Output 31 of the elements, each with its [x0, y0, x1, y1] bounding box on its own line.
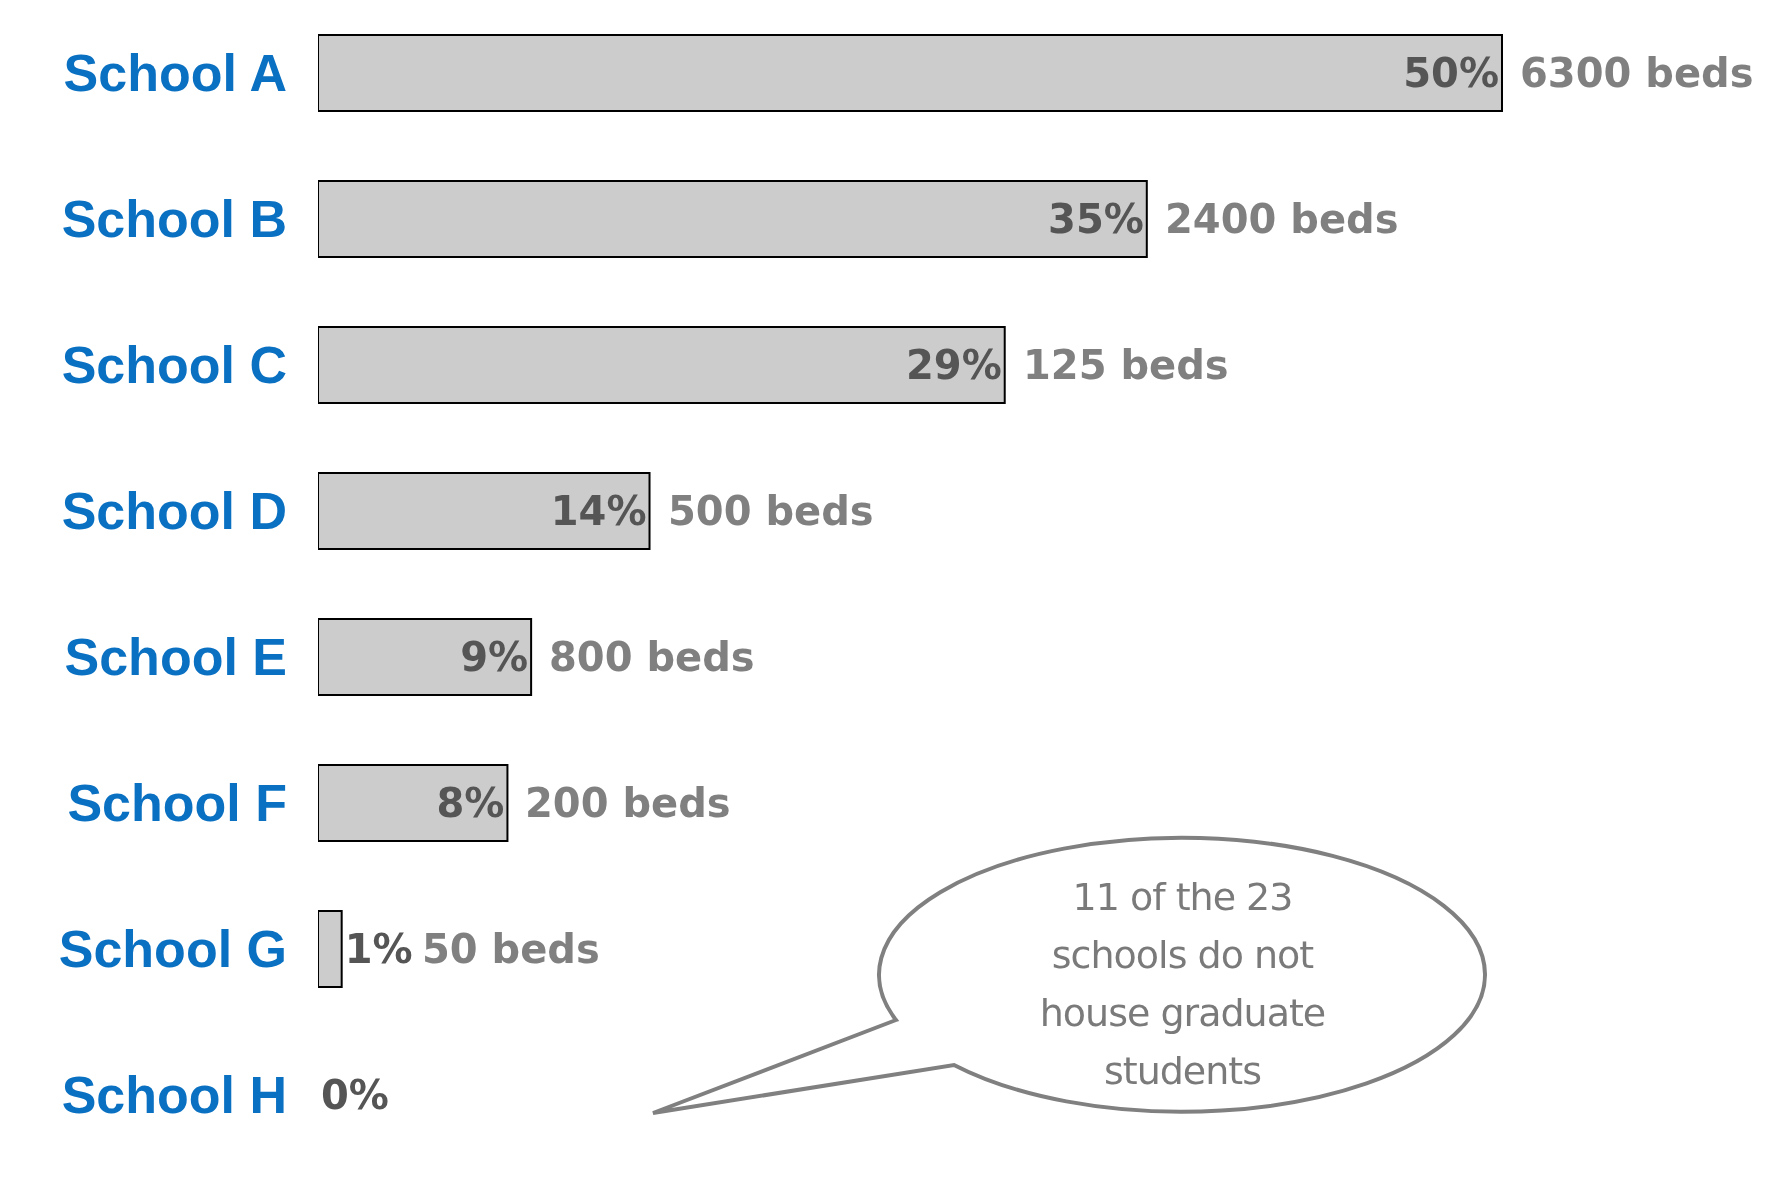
annotation: 500 beds: [668, 488, 874, 534]
bar: [318, 326, 1006, 404]
y-tick-label: School E: [64, 628, 287, 687]
bar: [318, 764, 509, 842]
data-label: 8%: [436, 780, 505, 826]
y-tick-label: School A: [63, 44, 287, 103]
y-tick-label: School F: [67, 774, 287, 833]
bar: [318, 472, 651, 550]
annotation: 11 of the 23 schools do not house graduate students: [1038, 874, 1327, 1095]
annotation: 50 beds: [422, 926, 600, 972]
data-label: 35%: [1048, 196, 1144, 242]
bar: [318, 618, 533, 696]
data-label: 1%: [344, 926, 413, 972]
y-tick-label: School D: [61, 482, 287, 541]
data-label: 0%: [321, 1072, 389, 1118]
bar: [318, 910, 343, 988]
bar: [318, 180, 1148, 258]
annotation: 200 beds: [525, 780, 731, 826]
data-label: 29%: [905, 342, 1002, 388]
annotation: 6300 beds: [1520, 50, 1754, 96]
annotation: 125 beds: [1023, 342, 1229, 388]
data-label: 14%: [550, 488, 647, 534]
bar: [318, 34, 1503, 112]
data-label: 50%: [1403, 50, 1499, 96]
y-tick-label: School B: [61, 190, 287, 249]
y-tick-label: School C: [61, 336, 287, 395]
data-label: 9%: [460, 634, 529, 680]
y-tick-label: School H: [61, 1066, 287, 1125]
y-tick-label: School G: [58, 920, 287, 979]
annotation: 800 beds: [549, 634, 755, 680]
annotation: 2400 beds: [1165, 196, 1399, 242]
